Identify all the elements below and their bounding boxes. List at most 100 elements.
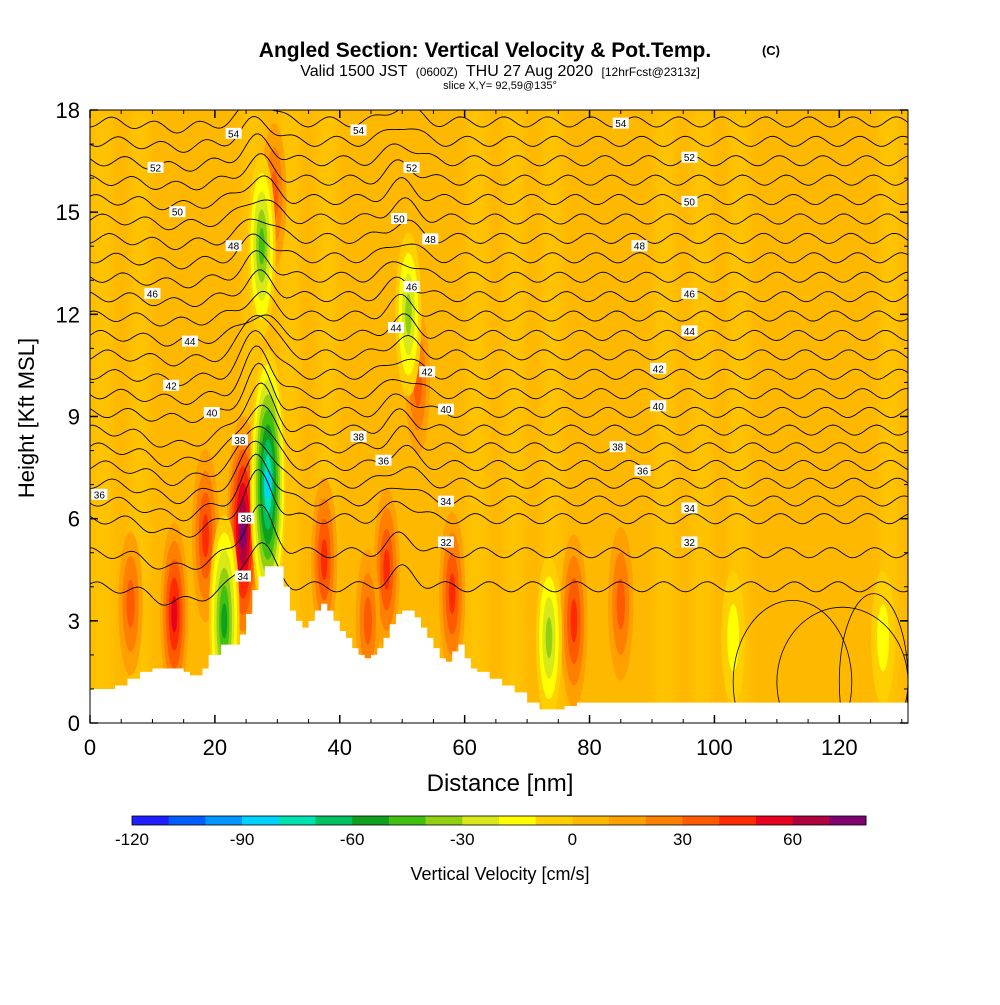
isentrope-45: [90, 290, 908, 327]
colorbar-label: Vertical Velocity [cm/s]: [410, 864, 589, 884]
field-texture-column: [467, 110, 488, 723]
isentrope-50: [90, 197, 908, 231]
contour-label: 34: [437, 495, 454, 508]
colorbar-swatch: [168, 816, 206, 825]
isentrope-34: [90, 468, 908, 538]
contour-label-text: 40: [206, 409, 218, 420]
contour-label-text: 50: [394, 214, 406, 225]
isentrope-37: [90, 426, 908, 487]
colorbar-tick-label: 60: [783, 830, 802, 849]
y-tick-label: 6: [68, 507, 80, 532]
contour-label: 48: [631, 240, 648, 253]
x-tick-label: 0: [84, 735, 96, 760]
colorbar-swatch: [352, 816, 390, 825]
updraft-cell: [171, 595, 178, 633]
y-tick-label: 15: [56, 200, 80, 225]
field-texture-column: [879, 110, 900, 723]
contour-label: 40: [650, 400, 667, 413]
contour-label: 48: [225, 240, 242, 253]
contour-label-box: [225, 127, 242, 139]
contour-label-box: [350, 430, 367, 442]
contour-label-box: [631, 240, 648, 252]
contour-label: 36: [375, 454, 392, 467]
contour-label: 54: [350, 124, 367, 137]
y-axis-label: Height [Kft MSL]: [14, 338, 39, 498]
contour-label-text: 46: [684, 289, 696, 300]
contour-label-box: [681, 536, 698, 548]
colorbar: -120 -90 -60 -30 0 30 60: [115, 815, 867, 849]
contour-label-box: [437, 536, 454, 548]
x-tick-label: 80: [577, 735, 601, 760]
contour-label: 38: [609, 441, 626, 454]
contour-label: 46: [403, 281, 420, 294]
updraft-cell: [383, 549, 390, 591]
contour-label-box: [681, 502, 698, 514]
isentrope-39: [90, 382, 908, 448]
contour-label-text: 34: [440, 497, 452, 508]
terrain-layer: [90, 566, 908, 723]
y-tick-label: 12: [56, 302, 80, 327]
contour-label: 54: [612, 117, 629, 130]
chart-title-unit: (C): [762, 43, 780, 58]
contour-label-text: 36: [241, 514, 253, 525]
colorbar-swatch: [278, 816, 316, 825]
contour-label-text: 32: [440, 538, 452, 549]
isentrope-46: [90, 269, 908, 307]
downdraft-cell: [221, 603, 228, 639]
contour-label-text: 54: [353, 126, 365, 137]
colorbar-swatch: [462, 816, 500, 825]
isentrope-36: [90, 440, 908, 505]
isentrope-35: [90, 453, 908, 522]
contour-label-text: 44: [684, 327, 696, 338]
contour-label-text: 46: [406, 283, 418, 294]
contour-label-text: 38: [353, 432, 365, 443]
updraft-cell: [202, 514, 209, 558]
contour-label: 34: [681, 502, 698, 515]
x-tick-label: 120: [821, 735, 858, 760]
x-tick-label: 20: [203, 735, 227, 760]
colorbar-frame: [131, 815, 867, 826]
updraft-cell: [363, 596, 372, 645]
isentrope-42: [90, 330, 908, 386]
contour-label-box: [391, 212, 408, 224]
contour-label-text: 42: [166, 381, 178, 392]
field-texture-column: [691, 110, 712, 723]
contour-label: 50: [169, 206, 186, 219]
low-level-contour: [732, 600, 853, 723]
downdraft-cell: [264, 469, 271, 500]
contour-label-box: [650, 362, 667, 374]
contour-label-box: [403, 281, 420, 293]
contour-label-box: [681, 287, 698, 299]
contour-label-box: [419, 366, 436, 378]
subtitle-forecast: [12hrFcst@2313z]: [602, 65, 700, 79]
contour-label: 46: [681, 287, 698, 300]
colorbar-tick-label: -120: [115, 830, 149, 849]
contour-label-text: 40: [653, 402, 665, 413]
chart-subtitle: Valid 1500 JST (0600Z) THU 27 Aug 2020 […: [300, 63, 700, 80]
updraft-cell: [448, 573, 456, 615]
contour-label-box: [225, 240, 242, 252]
x-tick-label: 60: [452, 735, 476, 760]
contour-label-box: [91, 488, 108, 500]
contour-label-text: 48: [425, 235, 437, 246]
field-texture-column: [804, 110, 825, 723]
contour-label-box: [147, 161, 164, 173]
isentrope-49: [90, 218, 908, 251]
colorbar-swatch: [719, 816, 757, 825]
contour-label: 52: [147, 161, 164, 174]
contour-label: 42: [419, 366, 436, 379]
contour-label: 34: [234, 570, 251, 583]
contour-label-box: [403, 161, 420, 173]
colorbar-swatch: [792, 816, 830, 825]
colorbar-swatch: [425, 816, 463, 825]
contour-label-text: 34: [684, 504, 696, 515]
contour-label-text: 42: [653, 364, 665, 375]
low-level-contour: [776, 606, 908, 723]
chart-title: Angled Section: Vertical Velocity & Pot.…: [259, 39, 711, 62]
contour-label-box: [238, 512, 255, 524]
updraft-cell: [570, 599, 578, 643]
colorbar-swatch: [315, 816, 353, 825]
contour-label-box: [681, 151, 698, 163]
isentrope-38: [90, 404, 908, 468]
